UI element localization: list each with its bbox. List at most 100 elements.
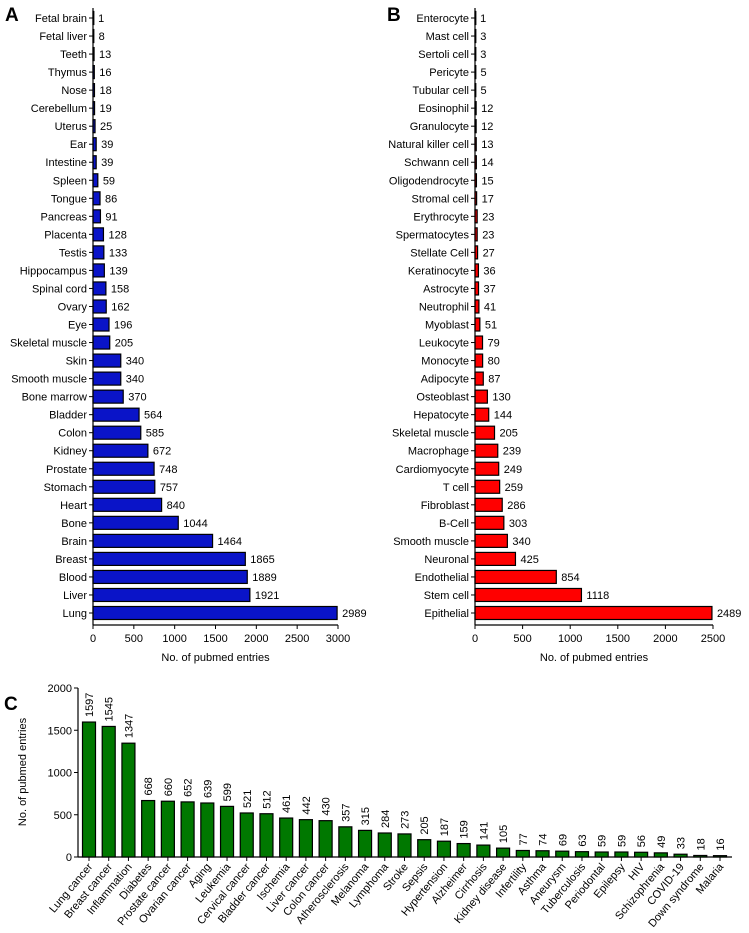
value-label: 205 [500,428,518,440]
category-label: Epithelial [424,608,469,620]
value-label: 442 [301,796,313,814]
value-label: 5 [480,85,486,97]
bar [92,227,105,242]
bar [92,479,156,494]
category-label: Skeletal muscle [10,338,87,350]
category-label: Breast [55,554,87,566]
x-tick-label: 2000 [653,633,677,645]
value-label: 340 [126,374,144,386]
value-label: 1 [480,13,486,25]
x-tick-label: 2000 [244,633,268,645]
value-label: 239 [503,446,521,458]
category-label: Myoblast [425,320,469,332]
category-label: Heart [60,500,87,512]
value-label: 748 [159,464,177,476]
value-label: 1889 [252,572,276,584]
x-tick-label: 3000 [326,633,350,645]
bar [693,854,708,858]
category-label: Stomach [44,482,87,494]
value-label: 187 [439,818,451,836]
category-label: Fetal brain [35,13,87,25]
bar [92,533,214,548]
value-label: 205 [115,338,133,350]
bar [634,851,649,858]
y-tick-label: 1000 [48,768,72,780]
value-label: 672 [153,446,171,458]
category-label: Eosinophil [418,103,469,115]
bar [377,832,392,858]
bar [436,840,452,858]
category-label: Nose [61,85,87,97]
value-label: 1044 [183,518,207,530]
category-label: Pericyte [429,67,469,79]
value-label: 205 [419,816,431,834]
category-label: Fetal liver [39,31,87,43]
value-label: 585 [146,428,164,440]
value-label: 340 [512,536,530,548]
bar [474,497,503,512]
category-label: Smooth muscle [393,536,469,548]
value-label: 668 [143,777,155,795]
bar [474,371,484,386]
value-label: 12 [481,103,493,115]
bar [92,551,246,567]
value-label: 357 [340,803,352,821]
x-axis-title: No. of pubmed entries [540,652,649,664]
category-label: Eye [68,320,87,332]
bar [535,850,550,858]
bar [92,353,122,368]
bar [239,812,254,858]
value-label: 16 [715,838,727,850]
value-label: 49 [656,836,668,848]
panel-label: C [4,694,18,715]
bar [92,281,107,296]
bar [474,605,713,621]
category-label: Leukocyte [419,338,469,350]
value-label: 159 [459,820,471,838]
bar [474,461,500,476]
panel-c: C 0 500 1000 1500 2000 No. of pubmed entries 15… [4,683,732,930]
bar [92,317,110,332]
y-tick-label: 1500 [48,725,72,737]
value-label: 128 [108,229,126,241]
bar [357,829,373,858]
category-label: Teeth [60,49,87,61]
value-label: 303 [509,518,527,530]
x-tick-label: 1000 [162,633,186,645]
value-label: 273 [400,811,412,829]
value-label: 1 [98,13,104,25]
value-label: 16 [99,67,111,79]
bar [515,849,530,858]
bar [92,299,107,314]
category-label: Spermatocytes [396,229,470,241]
value-label: 840 [167,500,185,512]
bar [92,515,179,530]
bar [417,839,432,858]
bar [474,443,499,458]
bar [92,605,338,621]
value-label: 33 [676,837,688,849]
value-label: 14 [481,157,493,169]
value-label: 599 [222,783,234,801]
bar [474,533,508,548]
value-label: 91 [105,211,117,223]
bar [298,819,314,858]
category-label: Spleen [53,175,87,187]
bar [92,209,102,224]
category-label: Enterocyte [416,13,469,25]
category-label: Lung [63,608,87,620]
value-label: 59 [103,175,115,187]
value-label: 652 [183,779,195,797]
x-tick-label: 2500 [285,633,309,645]
value-label: 370 [128,392,146,404]
bar [92,587,251,603]
category-label: Endothelial [415,572,469,584]
bar [474,425,496,440]
bar [474,389,488,404]
bar [474,407,490,422]
bar [474,317,481,332]
bar [92,407,140,422]
category-label: Sertoli cell [418,49,469,61]
bar [160,800,175,858]
